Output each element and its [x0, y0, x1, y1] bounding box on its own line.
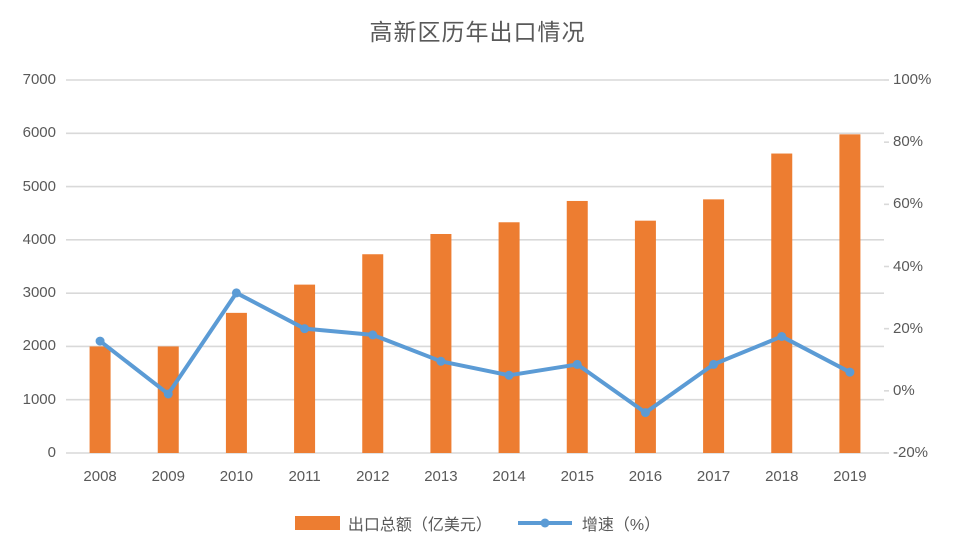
legend-label-growth: 增速（%） [581, 517, 661, 534]
bar-2013 [430, 233, 452, 453]
bar-2016 [634, 220, 656, 453]
bar-2008 [89, 346, 111, 453]
legend-item-exports: 出口总额（亿美元） [294, 511, 492, 535]
chart-title: 高新区历年出口情况 [369, 20, 586, 46]
growth-point-2013 [436, 356, 446, 366]
y-axis-left-label-5000: 5000 [22, 177, 56, 195]
growth-point-2008 [95, 336, 105, 346]
y-axis-left-label-4000: 4000 [22, 230, 56, 248]
x-axis-label-2010: 2010 [219, 468, 254, 485]
bar-2017 [703, 199, 725, 453]
bar-2010 [225, 312, 247, 453]
y-axis-right-label-60%: 60% [893, 195, 924, 213]
x-axis-label-2012: 2012 [356, 468, 390, 485]
x-axis-label-2014: 2014 [492, 468, 526, 485]
growth-line [98, 290, 852, 415]
y-axis-left-label-6000: 6000 [22, 124, 56, 142]
x-axis-label-2018: 2018 [765, 468, 799, 485]
growth-point-2019 [845, 367, 855, 377]
y-axis-right-label-0%: 0% [893, 381, 915, 399]
y-axis-left-label-0: 0 [47, 444, 56, 461]
x-axis-label-2011: 2011 [288, 468, 321, 485]
legend-label-exports: 出口总额（亿美元） [347, 517, 492, 534]
y-axis-left-label-2000: 2000 [22, 337, 56, 355]
y-axis-left-label-3000: 3000 [22, 284, 56, 302]
y-axis-right-label-100%: 100% [893, 71, 932, 88]
bar-2014 [498, 222, 520, 453]
growth-point-2018 [777, 331, 787, 341]
line-series-swatch-icon [517, 518, 572, 528]
growth-point-2015 [572, 359, 582, 369]
bar-2011 [294, 284, 316, 453]
growth-point-2014 [504, 370, 514, 380]
legend: 出口总额（亿美元） 增速（%） [0, 508, 955, 538]
y-axis-right-label-20%: 20% [893, 319, 924, 337]
y-axis-left-label-1000: 1000 [22, 390, 56, 408]
bar-series-swatch-icon [294, 516, 340, 530]
growth-point-2009 [163, 389, 173, 399]
x-axis-label-2015: 2015 [560, 468, 594, 485]
x-axis-label-2016: 2016 [628, 468, 663, 485]
y-axis-right-label-80%: 80% [893, 133, 924, 151]
bar-2012 [362, 254, 384, 453]
x-axis-label-2019: 2019 [833, 468, 867, 485]
bar-2009 [157, 346, 179, 453]
growth-point-2012 [368, 330, 378, 340]
y-axis-left-label-7000: 7000 [22, 71, 56, 88]
x-axis-label-2009: 2009 [151, 468, 185, 485]
bar-2015 [566, 200, 588, 453]
growth-point-2011 [300, 324, 310, 334]
growth-point-2017 [709, 359, 719, 369]
x-axis-label-2008: 2008 [83, 468, 117, 485]
growth-point-2016 [640, 408, 650, 418]
x-axis-label-2013: 2013 [424, 468, 458, 485]
y-axis-right-label-40%: 40% [893, 257, 924, 275]
y-axis-right-label--20%: -20% [893, 444, 929, 461]
x-axis-label-2017: 2017 [696, 468, 731, 485]
bar-2019 [839, 134, 861, 453]
growth-point-2010 [231, 288, 241, 298]
legend-line-dot [540, 518, 550, 528]
legend-item-growth: 增速（%） [516, 511, 660, 535]
bar-2018 [771, 153, 793, 453]
